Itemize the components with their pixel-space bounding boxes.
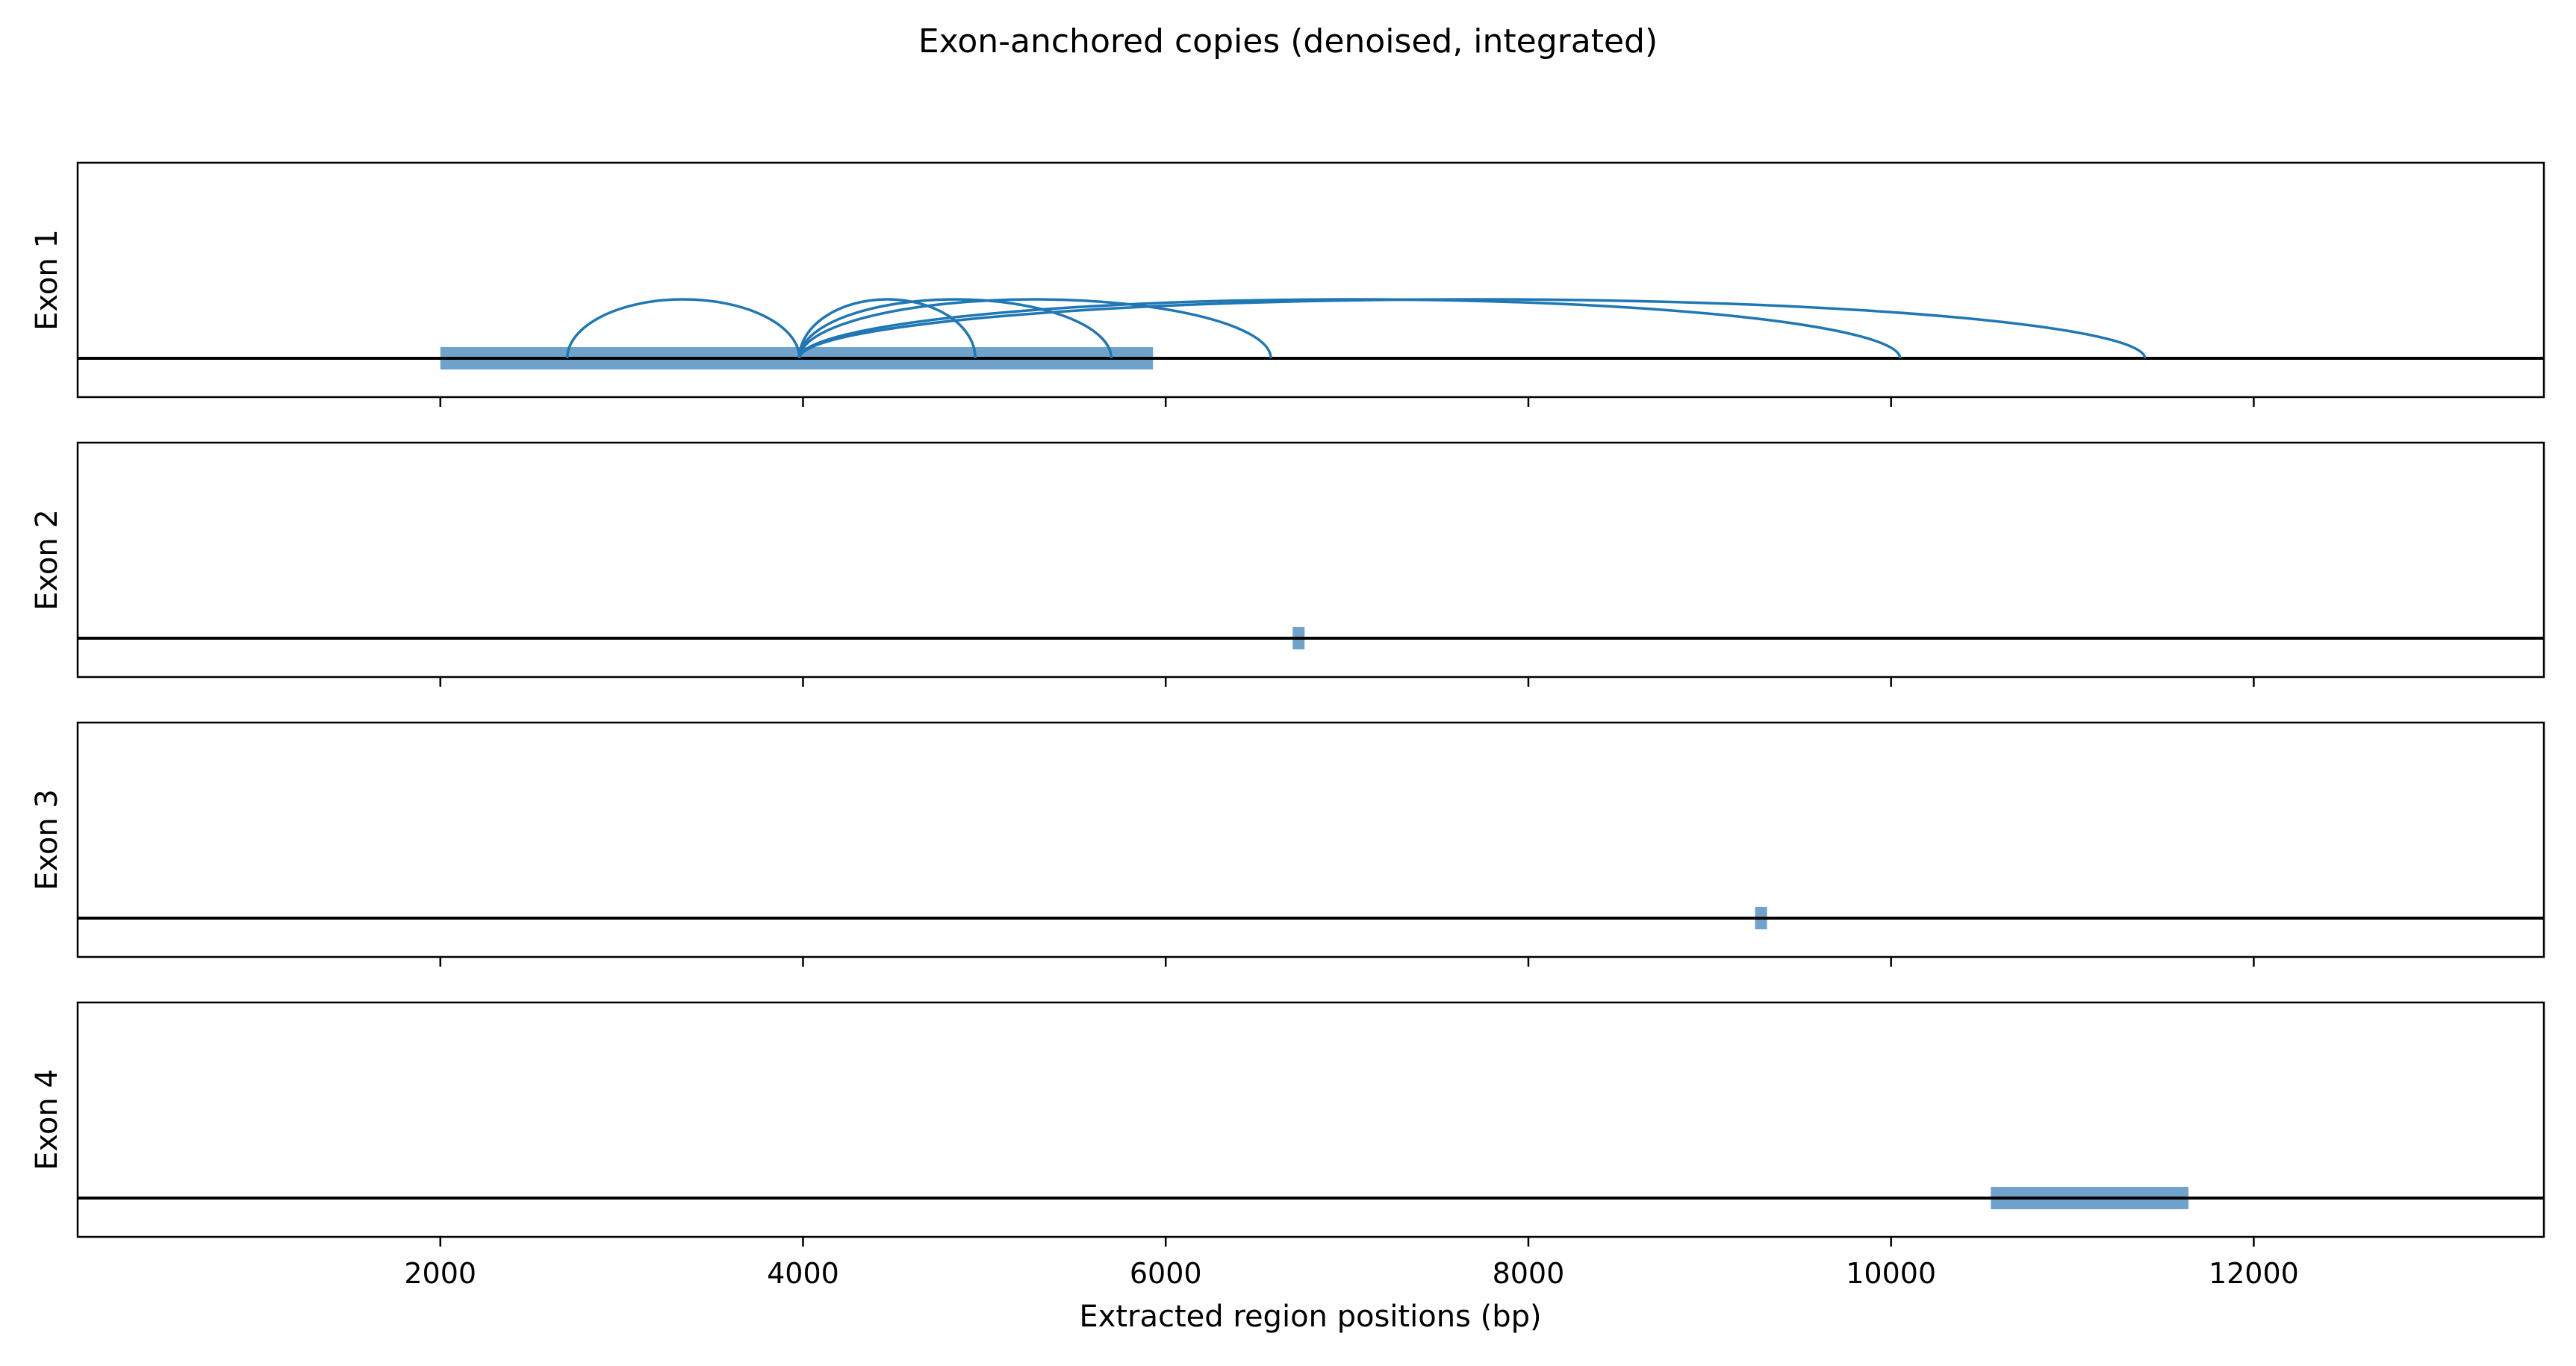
x-tick-label: 12000 [2209, 1257, 2299, 1290]
x-tick-label: 2000 [404, 1257, 476, 1290]
x-tick-label: 8000 [1493, 1257, 1565, 1290]
x-axis-label: Extracted region positions (bp) [1079, 1300, 1541, 1334]
panel-label: Exon 4 [30, 1069, 64, 1170]
panel-label: Exon 3 [30, 789, 64, 891]
x-tick-label: 6000 [1130, 1257, 1202, 1290]
copy-arc [797, 298, 977, 359]
exon-panels: Exon 1 Exon 2 Exon 3 Exon 4 [30, 161, 2545, 1247]
panel-exon-2: Exon 2 [30, 441, 2545, 687]
x-axis: 2000 4000 6000 8000 10000 12000 [404, 1257, 2298, 1290]
panel-exon-1: Exon 1 [30, 161, 2545, 407]
panel-exon-4: Exon 4 [30, 1001, 2545, 1247]
x-tick-label: 10000 [1846, 1257, 1936, 1290]
x-tick-label: 4000 [767, 1257, 839, 1290]
figure-title: Exon-anchored copies (denoised, integrat… [918, 22, 1658, 60]
panel-label: Exon 1 [30, 229, 64, 331]
copy-arc [797, 298, 1272, 359]
panel-frame [76, 441, 2545, 679]
copy-arc [565, 298, 801, 359]
panel-frame [76, 1001, 2545, 1238]
copy-arc [797, 298, 2147, 359]
panel-frame [76, 721, 2545, 958]
panel-label: Exon 2 [30, 509, 64, 611]
copy-arc [797, 298, 1113, 359]
panel-exon-3: Exon 3 [30, 721, 2545, 967]
panel-frame [76, 161, 2545, 399]
